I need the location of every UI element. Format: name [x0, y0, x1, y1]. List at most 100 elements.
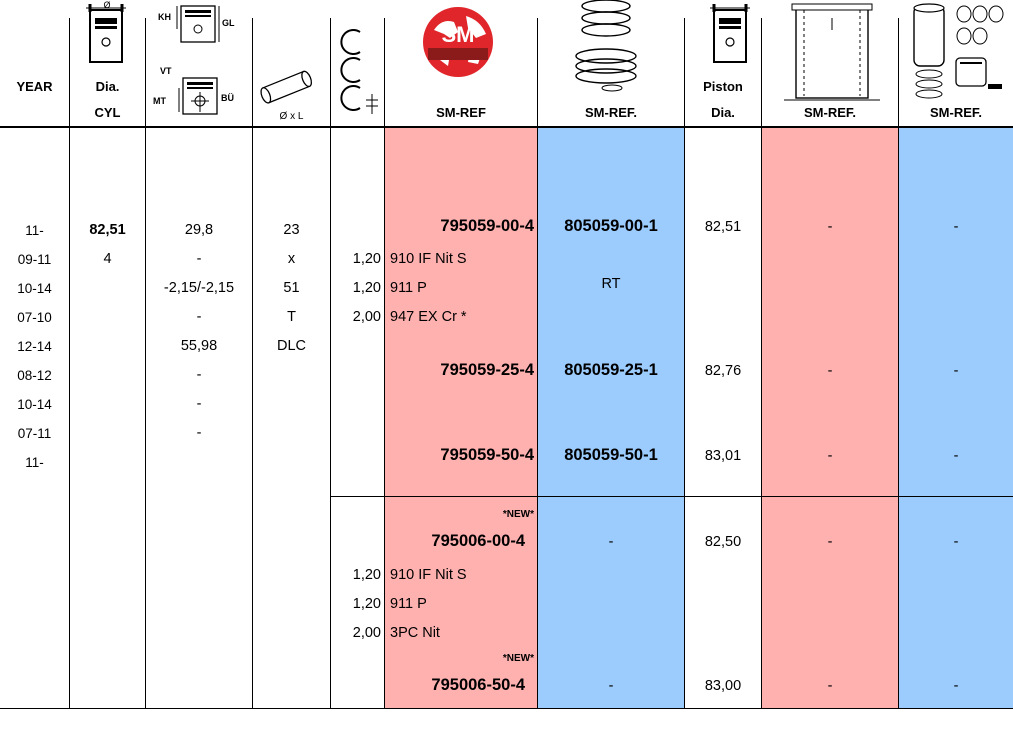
liner-column-bg: [762, 127, 898, 708]
piston-dia-cell: 83,01: [704, 448, 742, 464]
kh-values: 29,8 - -2,15/-2,15 - 55,98 - - -: [146, 216, 252, 448]
year-cell: 09-11: [17, 252, 52, 267]
year-cell: 08-12: [17, 368, 52, 383]
bore-diameter-icon: [86, 4, 126, 63]
kit-cell: -: [953, 534, 959, 550]
col-divider: [145, 18, 146, 708]
ring-size-cell: 1,20: [352, 567, 381, 583]
col-divider: [330, 18, 331, 708]
liner-cell: -: [827, 678, 833, 694]
sm-ref2-cell: 805059-50-1: [564, 446, 658, 464]
kh-cell: -: [196, 251, 202, 267]
label-gl: GL: [222, 18, 235, 28]
kh-cell: 55,98: [180, 338, 218, 354]
sm-ref-column-bg: [384, 127, 537, 708]
kh-cell: -: [196, 396, 202, 412]
sm-globe-logo-icon: [423, 7, 493, 77]
kh-cell: 29,8: [184, 222, 214, 238]
sm-ref2-column-bg: [538, 127, 684, 708]
ring-size-cell: 2,00: [352, 309, 381, 325]
header-piston: Piston: [703, 79, 743, 94]
ring-set-icon: [575, 0, 637, 92]
col-divider: [761, 18, 762, 708]
pin-cell: DLC: [276, 338, 306, 354]
label-vt: VT: [160, 66, 172, 76]
header-sm-ref-1: SM-REF: [436, 105, 486, 120]
group-separator: [330, 496, 1013, 497]
header-piston-dia: Dia.: [711, 105, 735, 120]
piston-diameter-icon: [710, 4, 750, 63]
piston-offset-icon: [178, 77, 218, 115]
year-cell: 07-11: [17, 426, 52, 441]
rt-label: RT: [601, 276, 621, 292]
pin-values: 23 x 51 T DLC: [253, 216, 330, 361]
sm-ref2-cell: 805059-00-1: [564, 217, 658, 235]
liner-cell: -: [827, 448, 833, 464]
year-cell: 11-: [25, 223, 44, 238]
header-sm-ref-4: SM-REF.: [930, 105, 982, 120]
ring-sizes-group1: 1,20 1,20 2,00: [331, 245, 381, 332]
kit-column-bg: [899, 127, 1013, 708]
header-pin: Ø x L: [279, 111, 304, 122]
header-rule: [0, 126, 1013, 128]
sm-ref2-cell: -: [608, 678, 614, 694]
ring-size-cell: 1,20: [352, 280, 381, 296]
liner-cell: -: [827, 363, 833, 379]
pin-cell: 23: [283, 222, 300, 238]
col-divider: [537, 18, 538, 708]
label-mt: MT: [153, 96, 166, 106]
piston-dia-cell: 82,51: [704, 219, 742, 235]
sm-ref-cell: 795006-00-4: [431, 532, 525, 550]
col-divider: [384, 18, 385, 708]
logo-text: SM: [441, 22, 475, 47]
col-divider: [684, 18, 685, 708]
cylinder-count: 4: [103, 251, 112, 267]
ring-size-cell: 1,20: [352, 251, 381, 267]
piston-rings-icon: [340, 29, 378, 114]
year-cell: 07-10: [17, 310, 52, 325]
ring-type-cell: 947 EX Cr *: [390, 309, 467, 325]
sm-ref2-cell: 805059-25-1: [564, 361, 658, 379]
ring-type-cell: 910 IF Nit S: [390, 567, 467, 583]
year-cell: 10-14: [17, 281, 52, 296]
piston-pin-icon: [260, 70, 313, 104]
table-bottom-rule: [0, 708, 1013, 709]
sm-ref-cell: 795059-00-4: [440, 217, 534, 235]
kh-cell: -2,15/-2,15: [163, 280, 235, 296]
kh-cell: -: [196, 425, 202, 441]
piston-dia-cell: 83,00: [704, 678, 742, 694]
piston-dia-cell: 82,76: [704, 363, 742, 379]
ring-type-cell: 911 P: [390, 280, 427, 296]
col-divider: [69, 18, 70, 708]
sm-ref-cell: 795006-50-4: [431, 676, 525, 694]
piston-dia-cell: 82,50: [704, 534, 742, 550]
header-sm-ref-2: SM-REF.: [585, 105, 637, 120]
ring-size-cell: 2,00: [352, 625, 381, 641]
kh-cell: -: [196, 309, 202, 325]
header-sm-ref-3: SM-REF.: [804, 105, 856, 120]
kh-cell: -: [196, 367, 202, 383]
kit-cell: -: [953, 678, 959, 694]
cylinder-liner-icon: [784, 3, 880, 101]
header-cyl: CYL: [94, 105, 121, 120]
ring-type-cell: 911 P: [390, 596, 427, 612]
year-cell: 10-14: [17, 397, 52, 412]
liner-cell: -: [827, 534, 833, 550]
header-dia: Dia.: [95, 79, 120, 94]
header-dia-symbol: Ø: [103, 0, 111, 10]
ring-type-cell: 910 IF Nit S: [390, 251, 467, 267]
header-year: YEAR: [16, 79, 53, 94]
sm-ref2-cell: -: [608, 534, 614, 550]
liner-cell: -: [827, 219, 833, 235]
dia-cyl-cell: 82,51 4: [70, 216, 145, 274]
kit-cell: -: [953, 448, 959, 464]
ring-size-cell: 1,20: [352, 596, 381, 612]
kit-cell: -: [953, 363, 959, 379]
year-cell: 11-: [25, 455, 44, 470]
pin-cell: T: [287, 309, 296, 325]
new-badge: *NEW*: [502, 653, 534, 664]
label-bu: BÜ: [221, 93, 234, 103]
engine-kit-icon: [913, 3, 1004, 99]
ring-sizes-group2: 1,20 1,20 2,00: [331, 561, 381, 648]
bore-diameter: 82,51: [89, 222, 126, 238]
